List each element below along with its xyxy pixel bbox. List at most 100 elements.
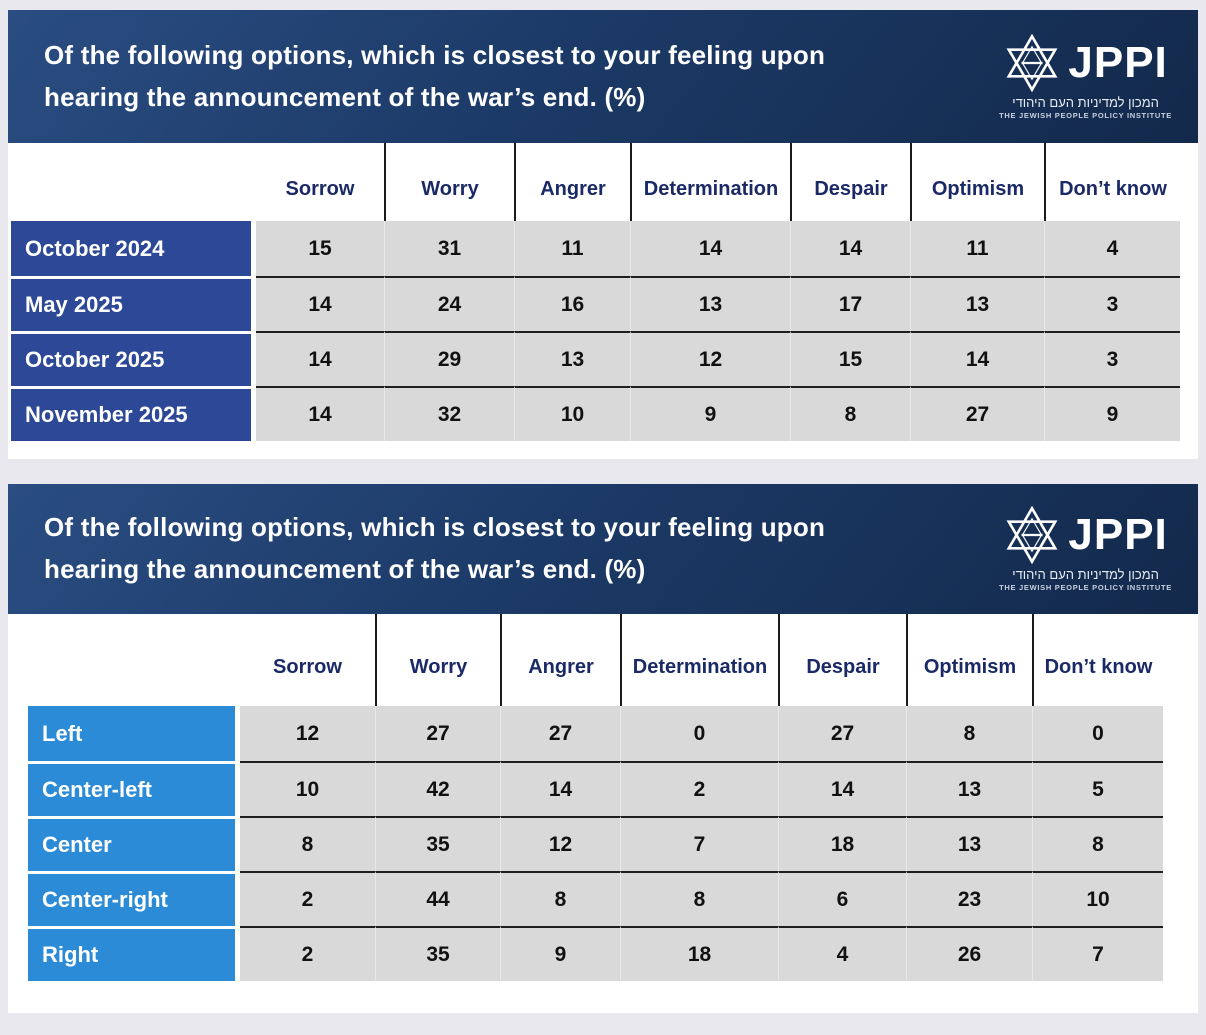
table-cell: 8 — [620, 871, 778, 926]
table-cell: 13 — [910, 276, 1044, 331]
table-cell: 2 — [620, 761, 778, 816]
corner-cell — [28, 614, 240, 706]
table-cell: 10 — [514, 386, 630, 441]
row-label: Center — [28, 816, 235, 871]
survey-table-by-political-orientation: Sorrow Worry Angrer Determination Despai… — [8, 614, 1198, 981]
table-cell: 4 — [778, 926, 906, 981]
table-cell: 14 — [630, 221, 790, 276]
table-cell: 31 — [384, 221, 514, 276]
table-cell: 14 — [500, 761, 620, 816]
table-cell: 27 — [778, 706, 906, 761]
column-header-angrer: Angrer — [500, 614, 620, 706]
table-cell: 12 — [500, 816, 620, 871]
table-row: May 2025 14 24 16 13 17 13 3 — [11, 276, 1182, 331]
survey-question-title: Of the following options, which is close… — [8, 507, 825, 590]
table-cell: 27 — [910, 386, 1044, 441]
star-of-david-icon — [1003, 33, 1061, 92]
jppi-logo: JPPI המכון למדיניות העם היהודי THE JEWIS… — [999, 33, 1172, 120]
row-label: May 2025 — [11, 276, 251, 331]
column-header-angrer: Angrer — [514, 143, 630, 221]
table-cell: 35 — [375, 816, 500, 871]
column-header-despair: Despair — [778, 614, 906, 706]
jppi-english-name: THE JEWISH PEOPLE POLICY INSTITUTE — [999, 583, 1172, 592]
table-cell: 27 — [375, 706, 500, 761]
column-header-sorrow: Sorrow — [285, 177, 355, 200]
table-cell: 12 — [240, 706, 375, 761]
column-header-optimism: Optimism — [906, 614, 1032, 706]
column-header-sorrow: Sorrow — [273, 655, 342, 678]
title-line-2: hearing the announcement of the war’s en… — [44, 554, 646, 584]
column-header-worry: Worry — [384, 143, 514, 221]
corner-cell — [11, 143, 256, 221]
survey-table-by-date: Sorrow Worry Angrer Determination Despai… — [8, 143, 1198, 441]
table-cell: 44 — [375, 871, 500, 926]
table-cell: 4 — [1044, 221, 1180, 276]
survey-table-card-by-political-orientation: Of the following options, which is close… — [8, 484, 1198, 1013]
table-cell: 18 — [778, 816, 906, 871]
jppi-hebrew-name: המכון למדיניות העם היהודי — [1012, 94, 1159, 110]
table-row: Center 8 35 12 7 18 13 8 — [28, 816, 1168, 871]
table-cell: 0 — [1032, 706, 1163, 761]
table-cell: 8 — [1032, 816, 1163, 871]
table-cell: 14 — [256, 331, 384, 386]
table-cell: 16 — [514, 276, 630, 331]
table-cell: 2 — [240, 926, 375, 981]
table-cell: 13 — [630, 276, 790, 331]
table-row: Right 2 35 9 18 4 26 7 — [28, 926, 1168, 981]
column-header-row: Sorrow Worry Angrer Determination Despai… — [28, 614, 1168, 706]
column-header-dont-know: Don’t know — [1044, 143, 1180, 221]
table-cell: 13 — [906, 816, 1032, 871]
title-line-1: Of the following options, which is close… — [44, 512, 826, 543]
table-cell: 12 — [630, 331, 790, 386]
table-cell: 13 — [514, 331, 630, 386]
table-cell: 7 — [620, 816, 778, 871]
table-cell: 14 — [256, 386, 384, 441]
jppi-english-name: THE JEWISH PEOPLE POLICY INSTITUTE — [999, 110, 1172, 120]
survey-table-card-by-date: Of the following options, which is close… — [8, 10, 1198, 459]
table-row: Center-right 2 44 8 8 6 23 10 — [28, 871, 1168, 926]
table-cell: 13 — [906, 761, 1032, 816]
survey-question-title: Of the following options, which is close… — [8, 35, 825, 118]
table-cell: 8 — [906, 706, 1032, 761]
jppi-acronym: JPPI — [1068, 510, 1168, 559]
table-cell: 6 — [778, 871, 906, 926]
jppi-logo: JPPI המכון למדיניות העם היהודי THE JEWIS… — [999, 506, 1172, 592]
table-cell: 42 — [375, 761, 500, 816]
table-cell: 17 — [790, 276, 910, 331]
table-cell: 5 — [1032, 761, 1163, 816]
table-cell: 0 — [620, 706, 778, 761]
column-header-determination: Determination — [630, 143, 790, 221]
table-cell: 11 — [514, 221, 630, 276]
table-cell: 8 — [500, 871, 620, 926]
row-label: Left — [28, 706, 235, 761]
title-line-1: Of the following options, which is close… — [44, 39, 826, 70]
table-cell: 10 — [240, 761, 375, 816]
table-cell: 8 — [790, 386, 910, 441]
table-row: Center-left 10 42 14 2 14 13 5 — [28, 761, 1168, 816]
table-cell: 35 — [375, 926, 500, 981]
row-label: Center-left — [28, 761, 235, 816]
column-header-row: Sorrow Worry Angrer Determination Despai… — [11, 143, 1182, 221]
table-cell: 11 — [910, 221, 1044, 276]
table-row: November 2025 14 32 10 9 8 27 9 — [11, 386, 1182, 441]
table-row: October 2024 15 31 11 14 14 11 4 — [11, 221, 1182, 276]
row-label: October 2024 — [11, 221, 251, 276]
table-cell: 10 — [1032, 871, 1163, 926]
column-header-dont-know: Don’t know — [1032, 614, 1163, 706]
table-row: October 2025 14 29 13 12 15 14 3 — [11, 331, 1182, 386]
table-cell: 3 — [1044, 331, 1180, 386]
table-cell: 18 — [620, 926, 778, 981]
table-cell: 8 — [240, 816, 375, 871]
column-header-determination: Determination — [620, 614, 778, 706]
table-cell: 14 — [778, 761, 906, 816]
table-cell: 14 — [910, 331, 1044, 386]
column-header-worry: Worry — [375, 614, 500, 706]
jppi-hebrew-name: המכון למדיניות העם היהודי — [1012, 567, 1159, 582]
table-cell: 3 — [1044, 276, 1180, 331]
column-header-optimism: Optimism — [910, 143, 1044, 221]
table-cell: 2 — [240, 871, 375, 926]
row-label: Center-right — [28, 871, 235, 926]
jppi-logo-top: JPPI — [1003, 506, 1167, 564]
row-label: October 2025 — [11, 331, 251, 386]
card-header-banner: Of the following options, which is close… — [8, 484, 1198, 614]
